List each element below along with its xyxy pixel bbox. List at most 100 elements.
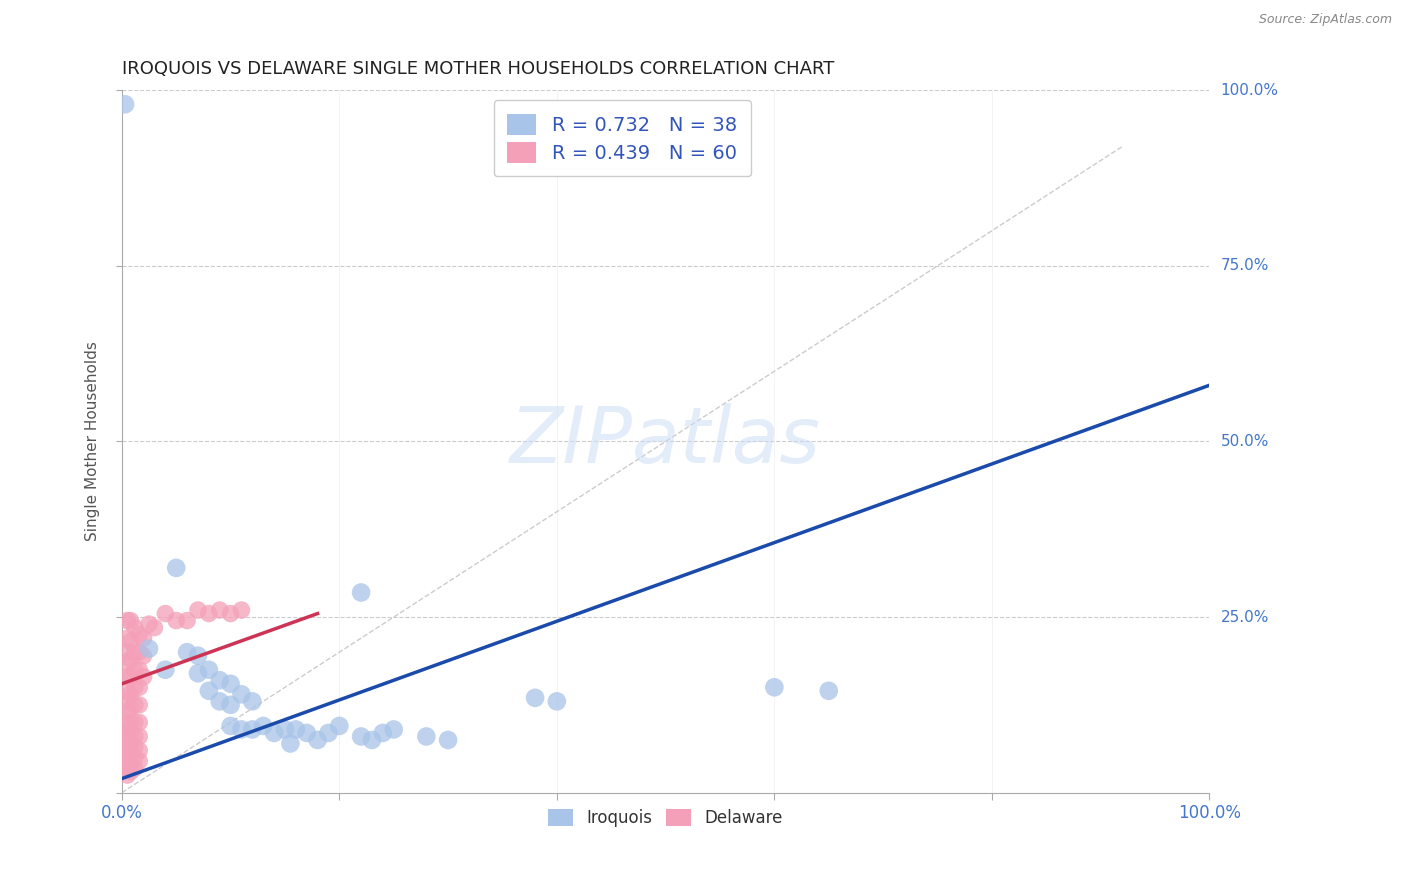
Point (350, 730, 373, 744)
Point (143, 621, 166, 635)
Point (187, 666, 209, 681)
Point (240, 723, 263, 737)
Point (117, 768, 139, 782)
Point (307, 733, 329, 747)
Point (252, 719, 274, 733)
Point (361, 733, 384, 747)
Point (382, 723, 405, 737)
Point (120, 726, 142, 740)
Point (546, 694, 568, 708)
Point (132, 648, 155, 663)
Point (208, 694, 231, 708)
Point (120, 652, 142, 666)
Point (124, 645, 146, 659)
Point (176, 614, 198, 628)
Point (128, 663, 150, 677)
Point (231, 687, 253, 701)
Text: 25.0%: 25.0% (1220, 609, 1268, 624)
Point (117, 726, 139, 740)
Point (295, 726, 318, 740)
Point (371, 726, 394, 740)
Point (132, 631, 155, 645)
Point (120, 701, 142, 715)
Point (350, 585, 373, 599)
Point (219, 719, 242, 733)
Point (240, 694, 263, 708)
Point (124, 715, 146, 730)
Point (124, 621, 146, 635)
Point (120, 670, 142, 684)
Point (124, 761, 146, 775)
Point (198, 663, 221, 677)
Point (817, 683, 839, 698)
Point (117, 670, 139, 684)
Text: IROQUOIS VS DELAWARE SINGLE MOTHER HOUSEHOLDS CORRELATION CHART: IROQUOIS VS DELAWARE SINGLE MOTHER HOUSE… (122, 60, 834, 78)
Point (219, 607, 242, 621)
Point (198, 683, 221, 698)
Point (117, 683, 139, 698)
Point (187, 648, 209, 663)
Point (124, 739, 146, 754)
Point (117, 705, 139, 719)
Point (208, 673, 231, 688)
Point (124, 681, 146, 695)
Point (117, 694, 139, 708)
Point (219, 698, 242, 712)
Point (117, 754, 139, 768)
Point (128, 698, 150, 712)
Point (120, 738, 142, 752)
Point (284, 723, 307, 737)
Point (128, 743, 150, 757)
Point (763, 681, 786, 695)
Point (138, 641, 160, 656)
Legend: Iroquois, Delaware: Iroquois, Delaware (541, 802, 790, 833)
Point (124, 750, 146, 764)
Point (124, 698, 146, 712)
Point (231, 603, 253, 617)
Point (120, 764, 142, 779)
Point (120, 757, 142, 772)
Point (128, 730, 150, 744)
Point (132, 670, 155, 684)
Point (117, 733, 139, 747)
Point (128, 645, 150, 659)
Point (117, 614, 139, 628)
Point (128, 627, 150, 641)
Text: ZIPatlas: ZIPatlas (510, 403, 821, 480)
Point (415, 730, 437, 744)
Point (117, 656, 139, 670)
Point (128, 754, 150, 768)
Point (165, 561, 187, 575)
Point (219, 677, 242, 691)
Point (117, 631, 139, 645)
Point (176, 645, 198, 659)
Point (274, 723, 297, 737)
Point (117, 715, 139, 730)
Point (114, 97, 136, 112)
Y-axis label: Single Mother Households: Single Mother Households (86, 342, 100, 541)
Point (117, 761, 139, 775)
Point (124, 663, 146, 677)
Text: 100.0%: 100.0% (1220, 83, 1278, 98)
Point (198, 607, 221, 621)
Point (328, 719, 350, 733)
Point (187, 603, 209, 617)
Point (120, 715, 142, 730)
Point (117, 747, 139, 761)
Point (318, 726, 340, 740)
Point (120, 747, 142, 761)
Point (138, 617, 160, 632)
Point (263, 726, 285, 740)
Point (437, 733, 460, 747)
Text: 50.0%: 50.0% (1220, 434, 1268, 449)
Text: Source: ZipAtlas.com: Source: ZipAtlas.com (1258, 13, 1392, 27)
Point (117, 645, 139, 659)
Point (155, 663, 177, 677)
Point (280, 737, 302, 751)
Point (120, 634, 142, 648)
Point (128, 715, 150, 730)
Point (208, 603, 231, 617)
Point (165, 614, 187, 628)
Point (155, 607, 177, 621)
Text: 75.0%: 75.0% (1220, 259, 1268, 273)
